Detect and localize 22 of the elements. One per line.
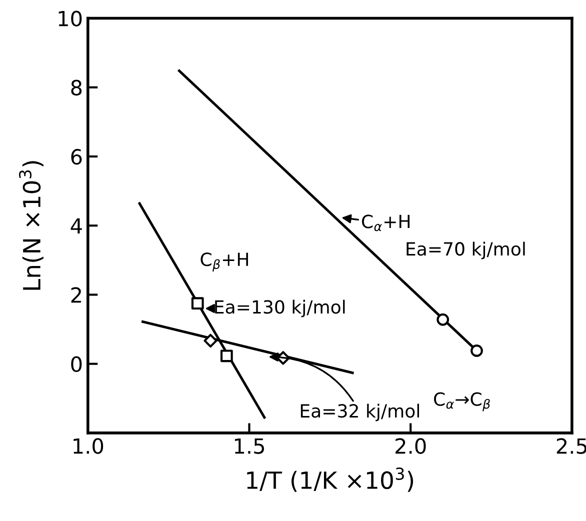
point — [220, 350, 233, 362]
y-tick-label: 0 — [71, 356, 82, 372]
annotation: Ea=32 kj/mol — [300, 404, 419, 422]
point — [191, 297, 204, 310]
x-tick-label: 1.5 — [234, 438, 264, 454]
annotation: Ea=70 kj/mol — [406, 242, 525, 260]
x-tick-label: 2.0 — [396, 438, 426, 454]
annotation: Ea=130 kj/mol — [215, 300, 345, 318]
y-tick-label: 10 — [58, 10, 82, 26]
point — [436, 313, 450, 326]
annotation: C$_{β}$+H — [200, 252, 248, 272]
annotation: C$_{α}$+H — [362, 214, 410, 232]
annotation: C$_{α}$→C$_{β}$ — [434, 392, 490, 412]
y-tick-label: 8 — [71, 80, 82, 96]
x-axis-title: 1/T (1/K ×10$^{3}$) — [247, 467, 414, 492]
y-tick-label: 4 — [70, 218, 82, 234]
y-tick-label: 2 — [71, 287, 81, 303]
point — [470, 344, 483, 357]
y-axis-title: Ln(N ×10$^{3}$) — [19, 161, 44, 290]
x-tick-label: 1.0 — [74, 438, 104, 454]
point — [204, 334, 218, 348]
y-tick-label: 6 — [71, 148, 82, 165]
